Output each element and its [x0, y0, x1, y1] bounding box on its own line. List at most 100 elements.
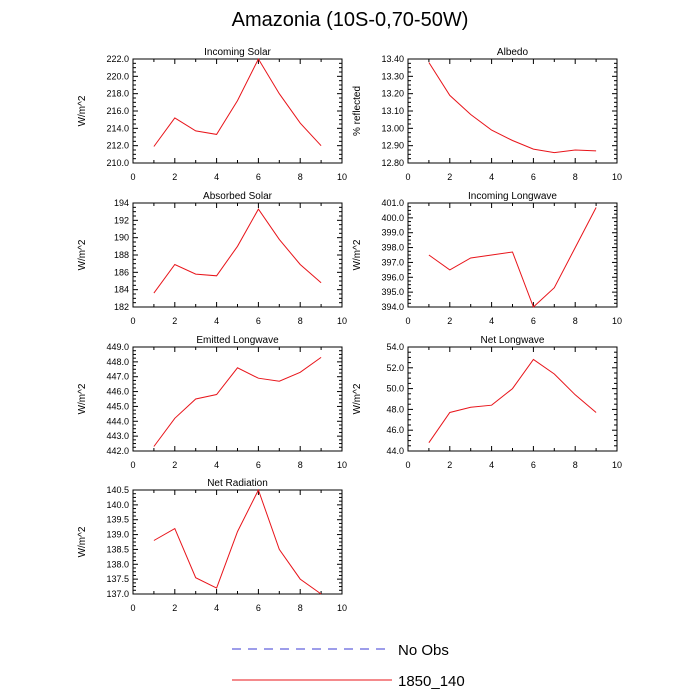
panel-7-ylabel: W/m^2 — [77, 526, 88, 557]
panel-3-ytick-label: 182 — [114, 302, 129, 312]
panel-1-xtick-label: 10 — [337, 172, 347, 182]
panel-5-ytick-label: 448.0 — [106, 357, 129, 367]
panel-4-frame — [407, 202, 618, 308]
panel-2-title: Albedo — [497, 47, 529, 58]
panel-2-xtick-label: 8 — [573, 172, 578, 182]
panel-5-ytick-label: 443.0 — [106, 431, 129, 441]
panel-7-ytick-label: 140.5 — [106, 485, 129, 495]
panel-6-xtick-label: 6 — [531, 460, 536, 470]
panel-5-ytick-label: 445.0 — [106, 401, 129, 411]
panel-6-ytick-label: 48.0 — [386, 404, 404, 414]
panel-5-ytick-label: 442.0 — [106, 446, 129, 456]
panel-2-frame — [407, 58, 618, 164]
panel-4-xtick-label: 8 — [573, 316, 578, 326]
panel-2-ytick-label: 13.30 — [381, 71, 404, 81]
panel-5-ytick-label: 447.0 — [106, 372, 129, 382]
panel-4-title: Incoming Longwave — [468, 191, 557, 202]
panel-3-ytick-label: 188 — [114, 250, 129, 260]
panel-7-xtick-label: 6 — [256, 603, 261, 613]
panel-1-ytick-label: 210.0 — [106, 158, 129, 168]
panel-4-ytick-label: 395.0 — [381, 287, 404, 297]
panel-5-xtick-label: 0 — [130, 460, 135, 470]
panel-5-frame — [132, 346, 343, 452]
panel-6-xtick-label: 8 — [573, 460, 578, 470]
panel-4-xtick-label: 2 — [447, 316, 452, 326]
panel-1-xtick-label: 4 — [214, 172, 219, 182]
panel-2-xtick-label: 6 — [531, 172, 536, 182]
panel-4-ytick-label: 400.0 — [381, 213, 404, 223]
panel-1-ytick-label: 220.0 — [106, 71, 129, 81]
panel-3-xtick-label: 6 — [256, 316, 261, 326]
panel-2-xtick-label: 4 — [489, 172, 494, 182]
panel-4-ytick-label: 398.0 — [381, 243, 404, 253]
panel-4-xtick-label: 4 — [489, 316, 494, 326]
panel-7-xtick-label: 8 — [298, 603, 303, 613]
panel-2-ylabel: % reflected — [352, 86, 363, 136]
panel-1-xtick-label: 6 — [256, 172, 261, 182]
panel-6-series-line — [428, 358, 597, 443]
panel-6-frame — [407, 346, 618, 452]
panel-4-xtick-label: 6 — [531, 316, 536, 326]
panel-3-ylabel: W/m^2 — [77, 239, 88, 270]
panel-4-xtick-label: 0 — [405, 316, 410, 326]
panel-1-ytick-label: 214.0 — [106, 123, 129, 133]
panel-7-ytick-label: 138.0 — [106, 559, 129, 569]
panel-5-ylabel: W/m^2 — [77, 383, 88, 414]
panel-6-ylabel: W/m^2 — [352, 383, 363, 414]
panel-5-ytick-label: 444.0 — [106, 416, 129, 426]
panel-3-xtick-label: 10 — [337, 316, 347, 326]
panel-4-series-line — [428, 207, 597, 308]
panel-3-ytick-label: 190 — [114, 233, 129, 243]
panel-1-xtick-label: 8 — [298, 172, 303, 182]
panel-3-series-line — [153, 208, 322, 294]
panel-6-xtick-label: 10 — [612, 460, 622, 470]
panel-2-ytick-label: 13.20 — [381, 89, 404, 99]
panel-4-ytick-label: 397.0 — [381, 257, 404, 267]
panel-5-ytick-label: 446.0 — [106, 387, 129, 397]
panel-1-xtick-label: 0 — [130, 172, 135, 182]
panel-1-ytick-label: 216.0 — [106, 106, 129, 116]
panel-5-xtick-label: 8 — [298, 460, 303, 470]
panel-5-ytick-label: 449.0 — [106, 342, 129, 352]
panel-7-xtick-label: 0 — [130, 603, 135, 613]
panel-5-xtick-label: 10 — [337, 460, 347, 470]
panel-1-series-line — [153, 57, 322, 147]
panel-3-ytick-label: 194 — [114, 198, 129, 208]
panel-3-ytick-label: 192 — [114, 215, 129, 225]
panel-2-xtick-label: 10 — [612, 172, 622, 182]
panel-1-ytick-label: 212.0 — [106, 141, 129, 151]
panel-5-xtick-label: 4 — [214, 460, 219, 470]
panel-1-ytick-label: 222.0 — [106, 54, 129, 64]
panel-7-ytick-label: 137.0 — [106, 589, 129, 599]
panel-6-ytick-label: 46.0 — [386, 425, 404, 435]
panel-7-ytick-label: 139.0 — [106, 530, 129, 540]
panel-4-xtick-label: 10 — [612, 316, 622, 326]
panel-3-xtick-label: 8 — [298, 316, 303, 326]
panel-1-title: Incoming Solar — [204, 47, 271, 58]
panel-3-xtick-label: 0 — [130, 316, 135, 326]
panel-2-ytick-label: 13.00 — [381, 123, 404, 133]
panel-3-frame — [132, 202, 343, 308]
panel-2-series-line — [428, 62, 597, 154]
panel-6-xtick-label: 0 — [405, 460, 410, 470]
panel-3-xtick-label: 2 — [172, 316, 177, 326]
panel-6-ytick-label: 50.0 — [386, 384, 404, 394]
panel-5-series-line — [153, 356, 322, 447]
panel-2-ytick-label: 13.10 — [381, 106, 404, 116]
panel-7-ytick-label: 139.5 — [106, 515, 129, 525]
panel-2-ytick-label: 13.40 — [381, 54, 404, 64]
panel-7-ytick-label: 140.0 — [106, 500, 129, 510]
panel-1-frame — [132, 58, 343, 164]
panel-6-ytick-label: 54.0 — [386, 342, 404, 352]
panel-7-title: Net Radiation — [207, 478, 268, 489]
panel-1-ylabel: W/m^2 — [77, 95, 88, 126]
panel-7-series-line — [153, 488, 322, 595]
panel-1-ytick-label: 218.0 — [106, 89, 129, 99]
panel-4-ytick-label: 401.0 — [381, 198, 404, 208]
panel-7-xtick-label: 10 — [337, 603, 347, 613]
panel-3-ytick-label: 186 — [114, 267, 129, 277]
panel-2-ytick-label: 12.80 — [381, 158, 404, 168]
panel-4-ylabel: W/m^2 — [352, 239, 363, 270]
panel-6-title: Net Longwave — [481, 335, 545, 346]
panel-3-xtick-label: 4 — [214, 316, 219, 326]
